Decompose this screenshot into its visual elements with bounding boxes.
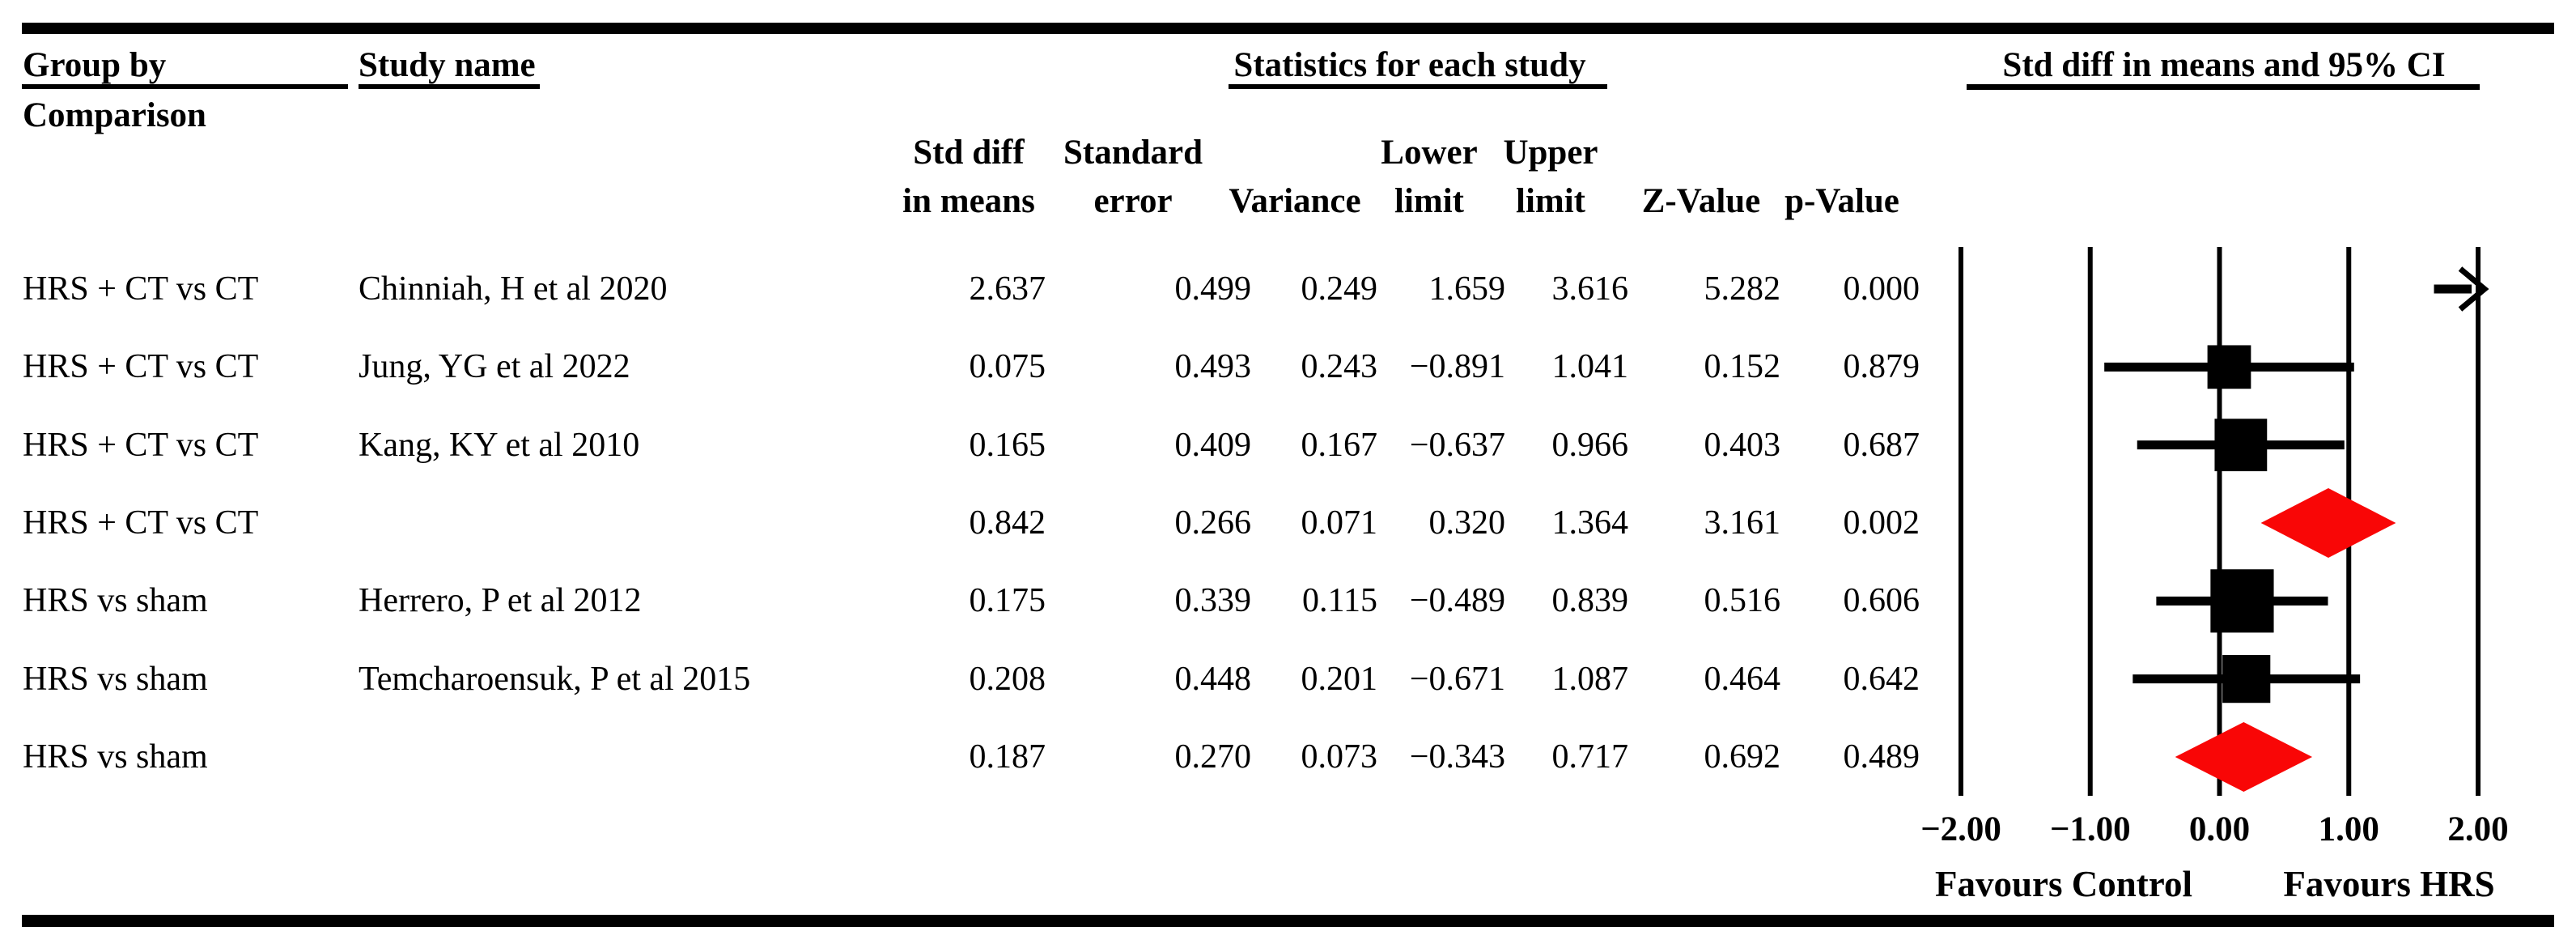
row-stat-value: 0.201 [1301, 660, 1378, 698]
effect-size-square [2214, 419, 2268, 472]
bottom-border-bar [22, 915, 2554, 927]
effect-size-square [2207, 345, 2251, 389]
row-stat-value: 0.516 [1704, 582, 1781, 620]
x-axis-tick-label: 0.00 [2188, 810, 2251, 848]
comparison-header: Comparison [23, 96, 206, 134]
summary-diamond [2260, 487, 2396, 558]
x-axis-tick-label: 2.00 [2447, 810, 2509, 848]
study-name-header: Study name [359, 46, 536, 84]
study-name-underline [359, 84, 540, 89]
row-study-label: Jung, YG et al 2022 [359, 348, 630, 386]
stat-col-header-line1: Upper [1503, 134, 1598, 172]
row-stat-value: −0.343 [1409, 738, 1505, 776]
row-group-label: HRS + CT vs CT [23, 270, 259, 308]
row-stat-value: 0.071 [1301, 504, 1378, 542]
stat-col-header-line2: Z-Value [1641, 182, 1761, 220]
row-stat-value: −0.891 [1409, 348, 1505, 386]
row-stat-value: 0.187 [969, 738, 1046, 776]
row-stat-value: 0.167 [1301, 426, 1378, 464]
row-study-label: Temcharoensuk, P et al 2015 [359, 660, 751, 698]
row-stat-value: −0.637 [1409, 426, 1505, 464]
row-stat-value: 0.842 [969, 504, 1046, 542]
row-stat-value: 0.115 [1302, 582, 1377, 620]
row-stat-value: 0.448 [1174, 660, 1252, 698]
row-stat-value: 0.606 [1843, 582, 1920, 620]
row-stat-value: 0.489 [1843, 738, 1920, 776]
row-stat-value: 0.839 [1551, 582, 1629, 620]
row-stat-value: 0.249 [1301, 270, 1378, 308]
x-axis-tick-label: 1.00 [2318, 810, 2379, 848]
row-stat-value: 0.642 [1843, 660, 1920, 698]
row-stat-value: 0.000 [1843, 270, 1920, 308]
group-by-underline [22, 84, 348, 89]
row-group-label: HRS vs sham [23, 738, 208, 776]
row-stat-value: 0.075 [969, 348, 1046, 386]
row-study-label: Chinniah, H et al 2020 [359, 270, 668, 308]
row-stat-value: 0.165 [969, 426, 1046, 464]
row-stat-value: 0.692 [1704, 738, 1781, 776]
favours-control-label: Favours Control [1935, 864, 2192, 904]
stat-col-header-line1: Standard [1063, 134, 1203, 172]
stat-col-header-line1: Std diff [913, 134, 1025, 172]
row-stat-value: 0.208 [969, 660, 1046, 698]
stat-col-header-line2: limit [1516, 182, 1585, 220]
row-stat-value: −0.671 [1409, 660, 1505, 698]
row-stat-value: 0.320 [1428, 504, 1506, 542]
row-stat-value: 1.364 [1551, 504, 1629, 542]
clip-arrow-icon [2458, 266, 2489, 312]
row-group-label: HRS vs sham [23, 582, 208, 620]
row-stat-value: 0.152 [1704, 348, 1781, 386]
effect-size-square [2222, 655, 2271, 704]
row-stat-value: 0.266 [1174, 504, 1252, 542]
favours-hrs-label: Favours HRS [2283, 864, 2495, 904]
row-study-label: Kang, KY et al 2010 [359, 426, 640, 464]
row-stat-value: 1.659 [1428, 270, 1506, 308]
stat-col-header-line2: p-Value [1785, 182, 1899, 220]
row-study-label: Herrero, P et al 2012 [359, 582, 642, 620]
stat-col-header-line1: Lower [1381, 134, 1478, 172]
row-group-label: HRS + CT vs CT [23, 426, 259, 464]
row-group-label: HRS vs sham [23, 660, 208, 698]
row-stat-value: 0.493 [1174, 348, 1252, 386]
stat-col-header-line2: in means [902, 182, 1035, 220]
row-stat-value: 2.637 [969, 270, 1046, 308]
row-stat-value: 1.087 [1551, 660, 1629, 698]
row-group-label: HRS + CT vs CT [23, 348, 259, 386]
plot-section-title: Std diff in means and 95% CI [2002, 46, 2446, 84]
row-stat-value: 0.243 [1301, 348, 1378, 386]
top-border-bar [22, 23, 2554, 34]
row-stat-value: 5.282 [1704, 270, 1781, 308]
row-stat-value: 0.717 [1551, 738, 1629, 776]
x-axis-tick-label: −2.00 [1920, 810, 2001, 848]
statistics-underline [1229, 84, 1607, 89]
plot-title-underline [1967, 84, 2480, 90]
row-group-label: HRS + CT vs CT [23, 504, 259, 542]
summary-diamond [2175, 721, 2313, 792]
group-by-header: Group by [23, 46, 167, 84]
row-stat-value: 0.879 [1843, 348, 1920, 386]
row-stat-value: 0.270 [1174, 738, 1252, 776]
row-stat-value: 0.339 [1174, 582, 1252, 620]
row-stat-value: 0.499 [1174, 270, 1252, 308]
row-stat-value: 0.687 [1843, 426, 1920, 464]
row-stat-value: 3.161 [1704, 504, 1781, 542]
row-stat-value: 0.002 [1843, 504, 1920, 542]
row-stat-value: 3.616 [1551, 270, 1629, 308]
stat-col-header-line2: limit [1394, 182, 1464, 220]
effect-size-square [2210, 569, 2274, 633]
row-stat-value: −0.489 [1409, 582, 1505, 620]
stat-col-header-line2: Variance [1229, 182, 1361, 220]
row-stat-value: 0.073 [1301, 738, 1378, 776]
row-stat-value: 0.403 [1704, 426, 1781, 464]
x-axis-tick-label: −1.00 [2049, 810, 2131, 848]
row-stat-value: 0.464 [1704, 660, 1781, 698]
statistics-section-title: Statistics for each study [1233, 46, 1586, 84]
row-stat-value: 0.966 [1551, 426, 1629, 464]
row-stat-value: 0.175 [969, 582, 1046, 620]
row-stat-value: 0.409 [1174, 426, 1252, 464]
stat-col-header-line2: error [1093, 182, 1173, 220]
row-stat-value: 1.041 [1551, 348, 1629, 386]
